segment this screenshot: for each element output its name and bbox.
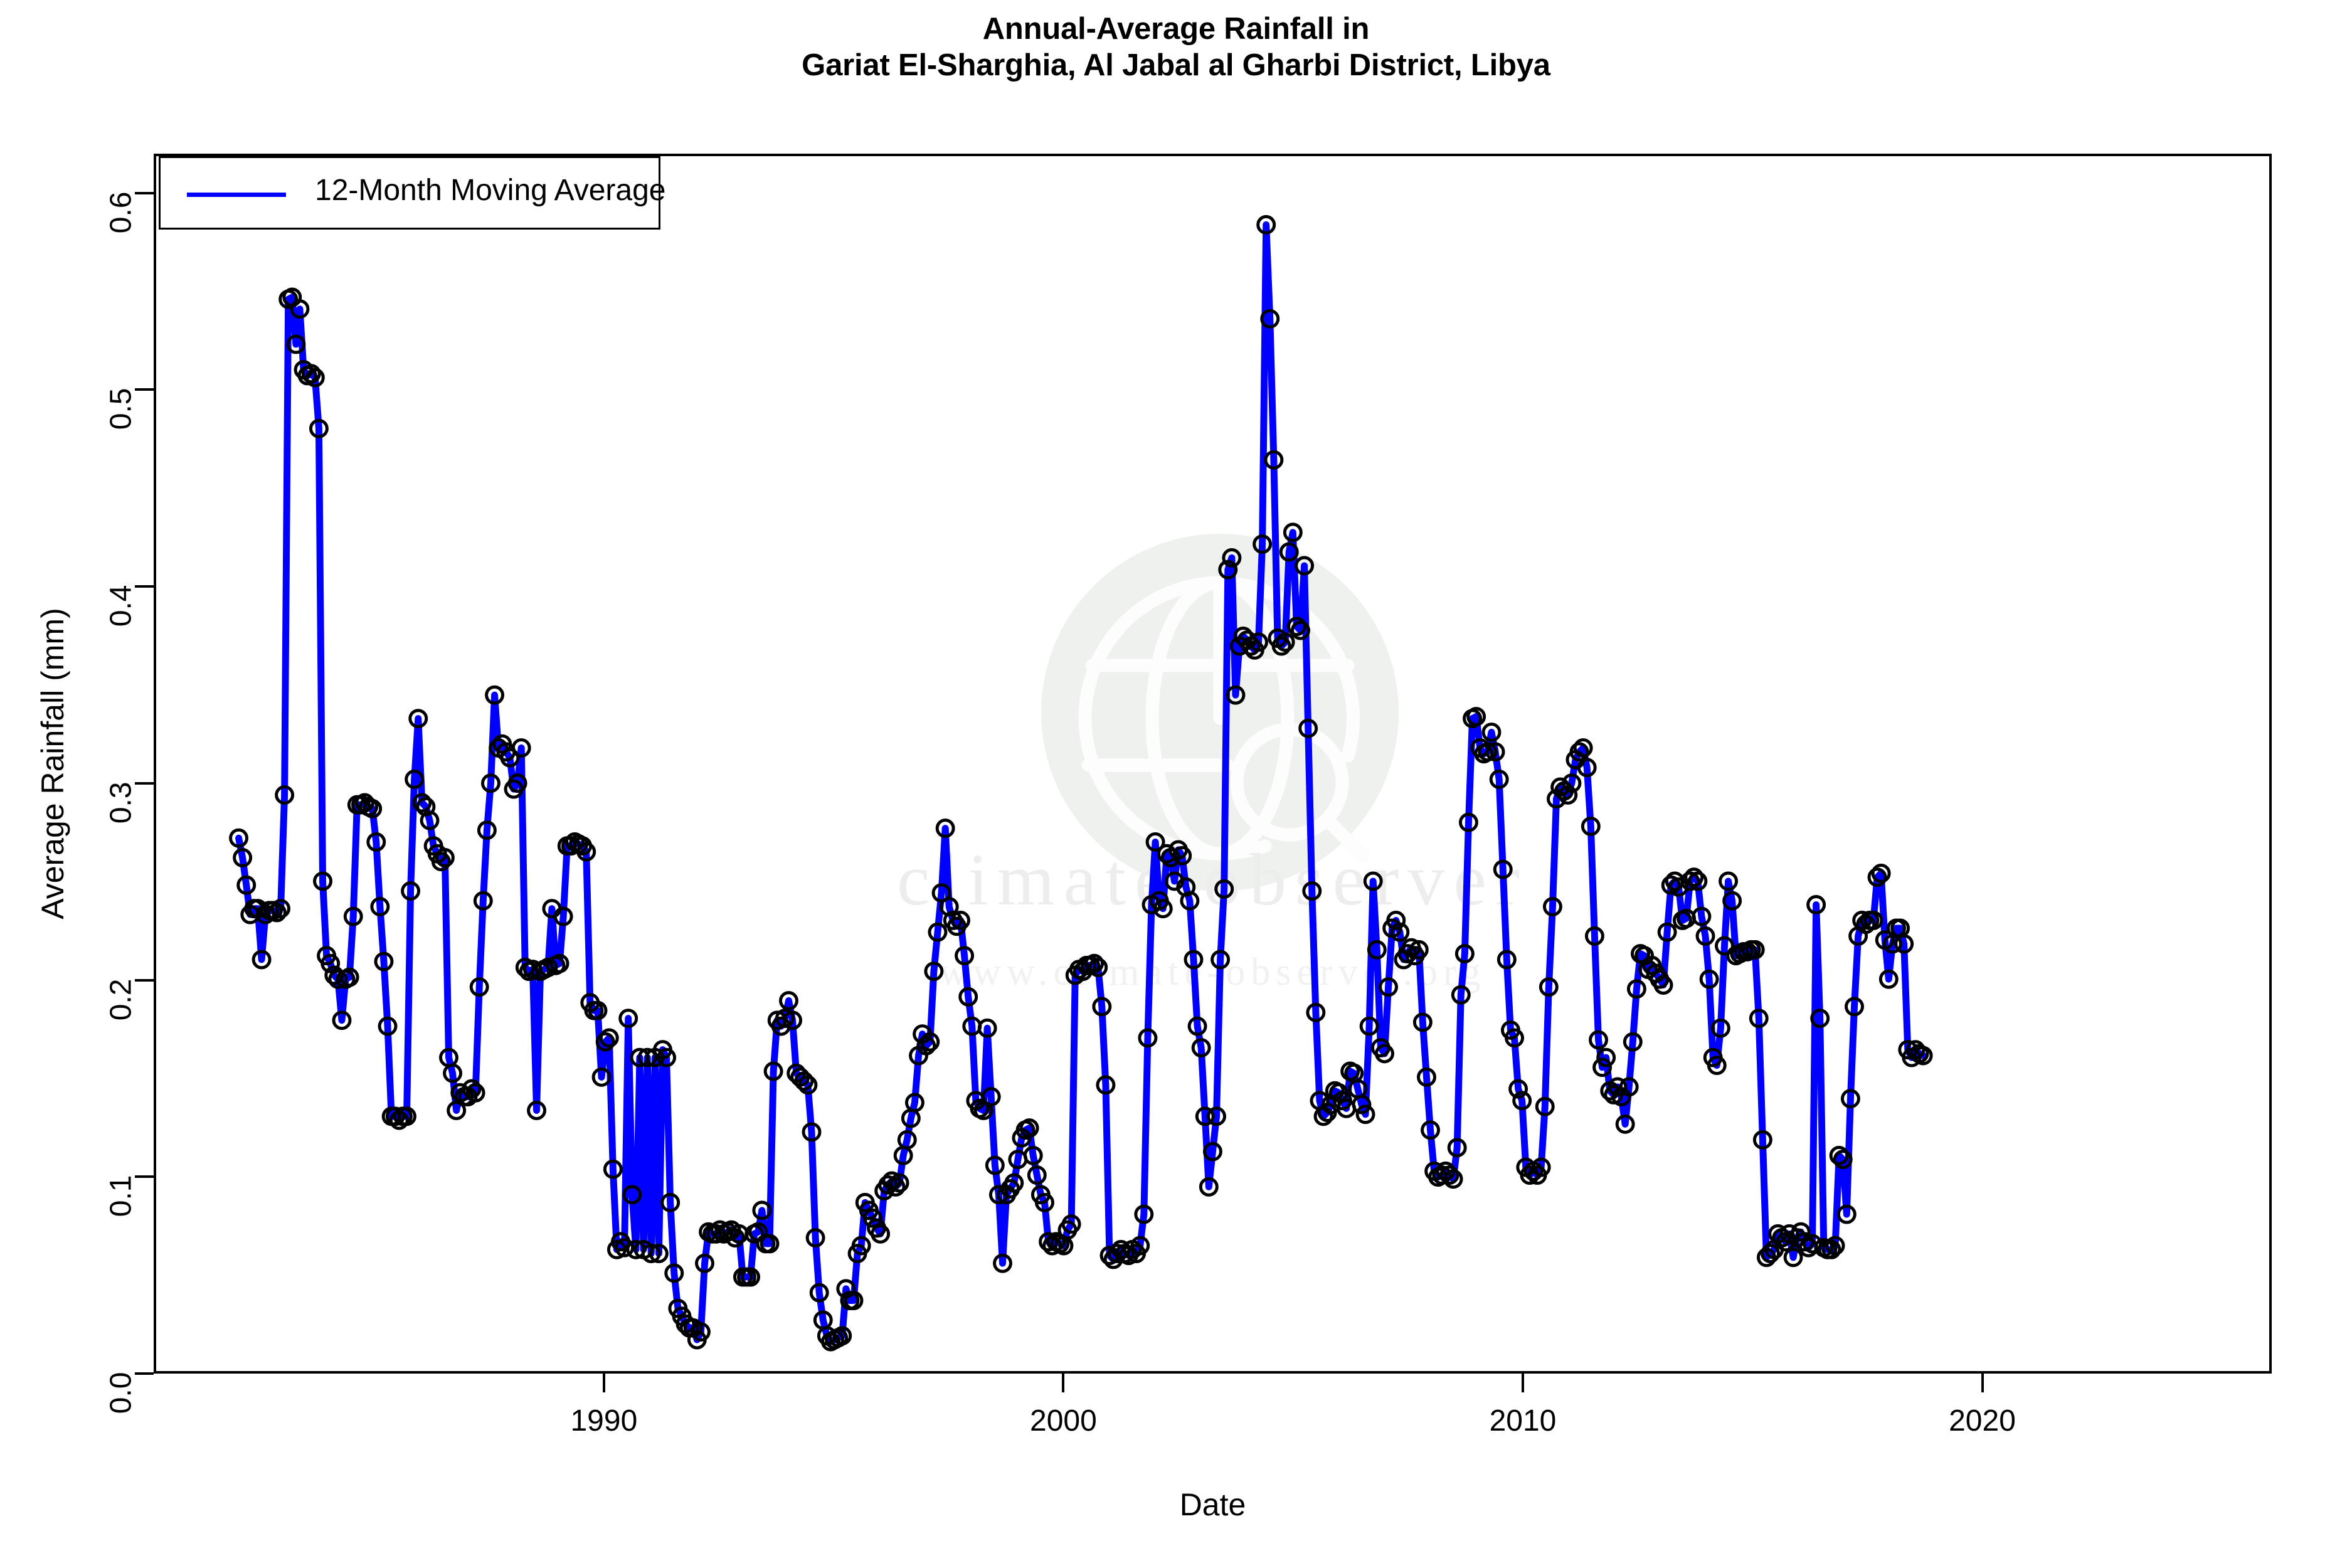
x-tick-mark bbox=[602, 1374, 605, 1392]
series-canvas bbox=[229, 215, 1933, 1352]
x-tick-mark bbox=[1981, 1374, 1984, 1392]
y-tick-mark bbox=[135, 1372, 154, 1375]
legend-color-swatch-moving-average bbox=[187, 193, 286, 197]
x-tick-label: 1990 bbox=[570, 1404, 638, 1438]
y-tick-label: 0.4 bbox=[104, 585, 138, 627]
y-axis-label: Average Rainfall (mm) bbox=[35, 608, 70, 919]
x-tick-label: 2010 bbox=[1489, 1404, 1557, 1438]
y-tick-mark bbox=[135, 585, 154, 588]
chart-title-line-1: Annual-Average Rainfall in bbox=[982, 12, 1370, 46]
x-tick-mark bbox=[1521, 1374, 1524, 1392]
legend-label-moving-average: 12-Month Moving Average bbox=[315, 174, 666, 207]
legend: 12-Month Moving Average bbox=[159, 156, 665, 230]
y-tick-label: 0.0 bbox=[104, 1372, 138, 1414]
y-tick-mark bbox=[135, 191, 154, 194]
x-tick-mark bbox=[1062, 1374, 1065, 1392]
y-tick-mark bbox=[135, 978, 154, 982]
plot-area bbox=[154, 154, 2272, 1374]
x-axis-label: Date bbox=[1179, 1487, 1246, 1522]
y-tick-label: 0.6 bbox=[104, 191, 138, 233]
moving-average-line bbox=[235, 221, 1927, 1345]
y-tick-label: 0.3 bbox=[104, 781, 138, 824]
y-tick-mark bbox=[135, 1175, 154, 1179]
chart-title-line-2: Gariat El-Sharghia, Al Jabal al Gharbi D… bbox=[802, 48, 1550, 82]
moving-average-points bbox=[229, 215, 1933, 1352]
y-tick-mark bbox=[135, 388, 154, 391]
y-tick-label: 0.2 bbox=[104, 978, 138, 1020]
y-tick-label: 0.1 bbox=[104, 1175, 138, 1217]
y-tick-mark bbox=[135, 781, 154, 785]
x-tick-label: 2000 bbox=[1030, 1404, 1097, 1438]
chart-title: Annual-Average Rainfall in Gariat El-Sha… bbox=[0, 11, 2352, 84]
x-tick-label: 2020 bbox=[1949, 1404, 2016, 1438]
y-tick-label: 0.5 bbox=[104, 388, 138, 430]
